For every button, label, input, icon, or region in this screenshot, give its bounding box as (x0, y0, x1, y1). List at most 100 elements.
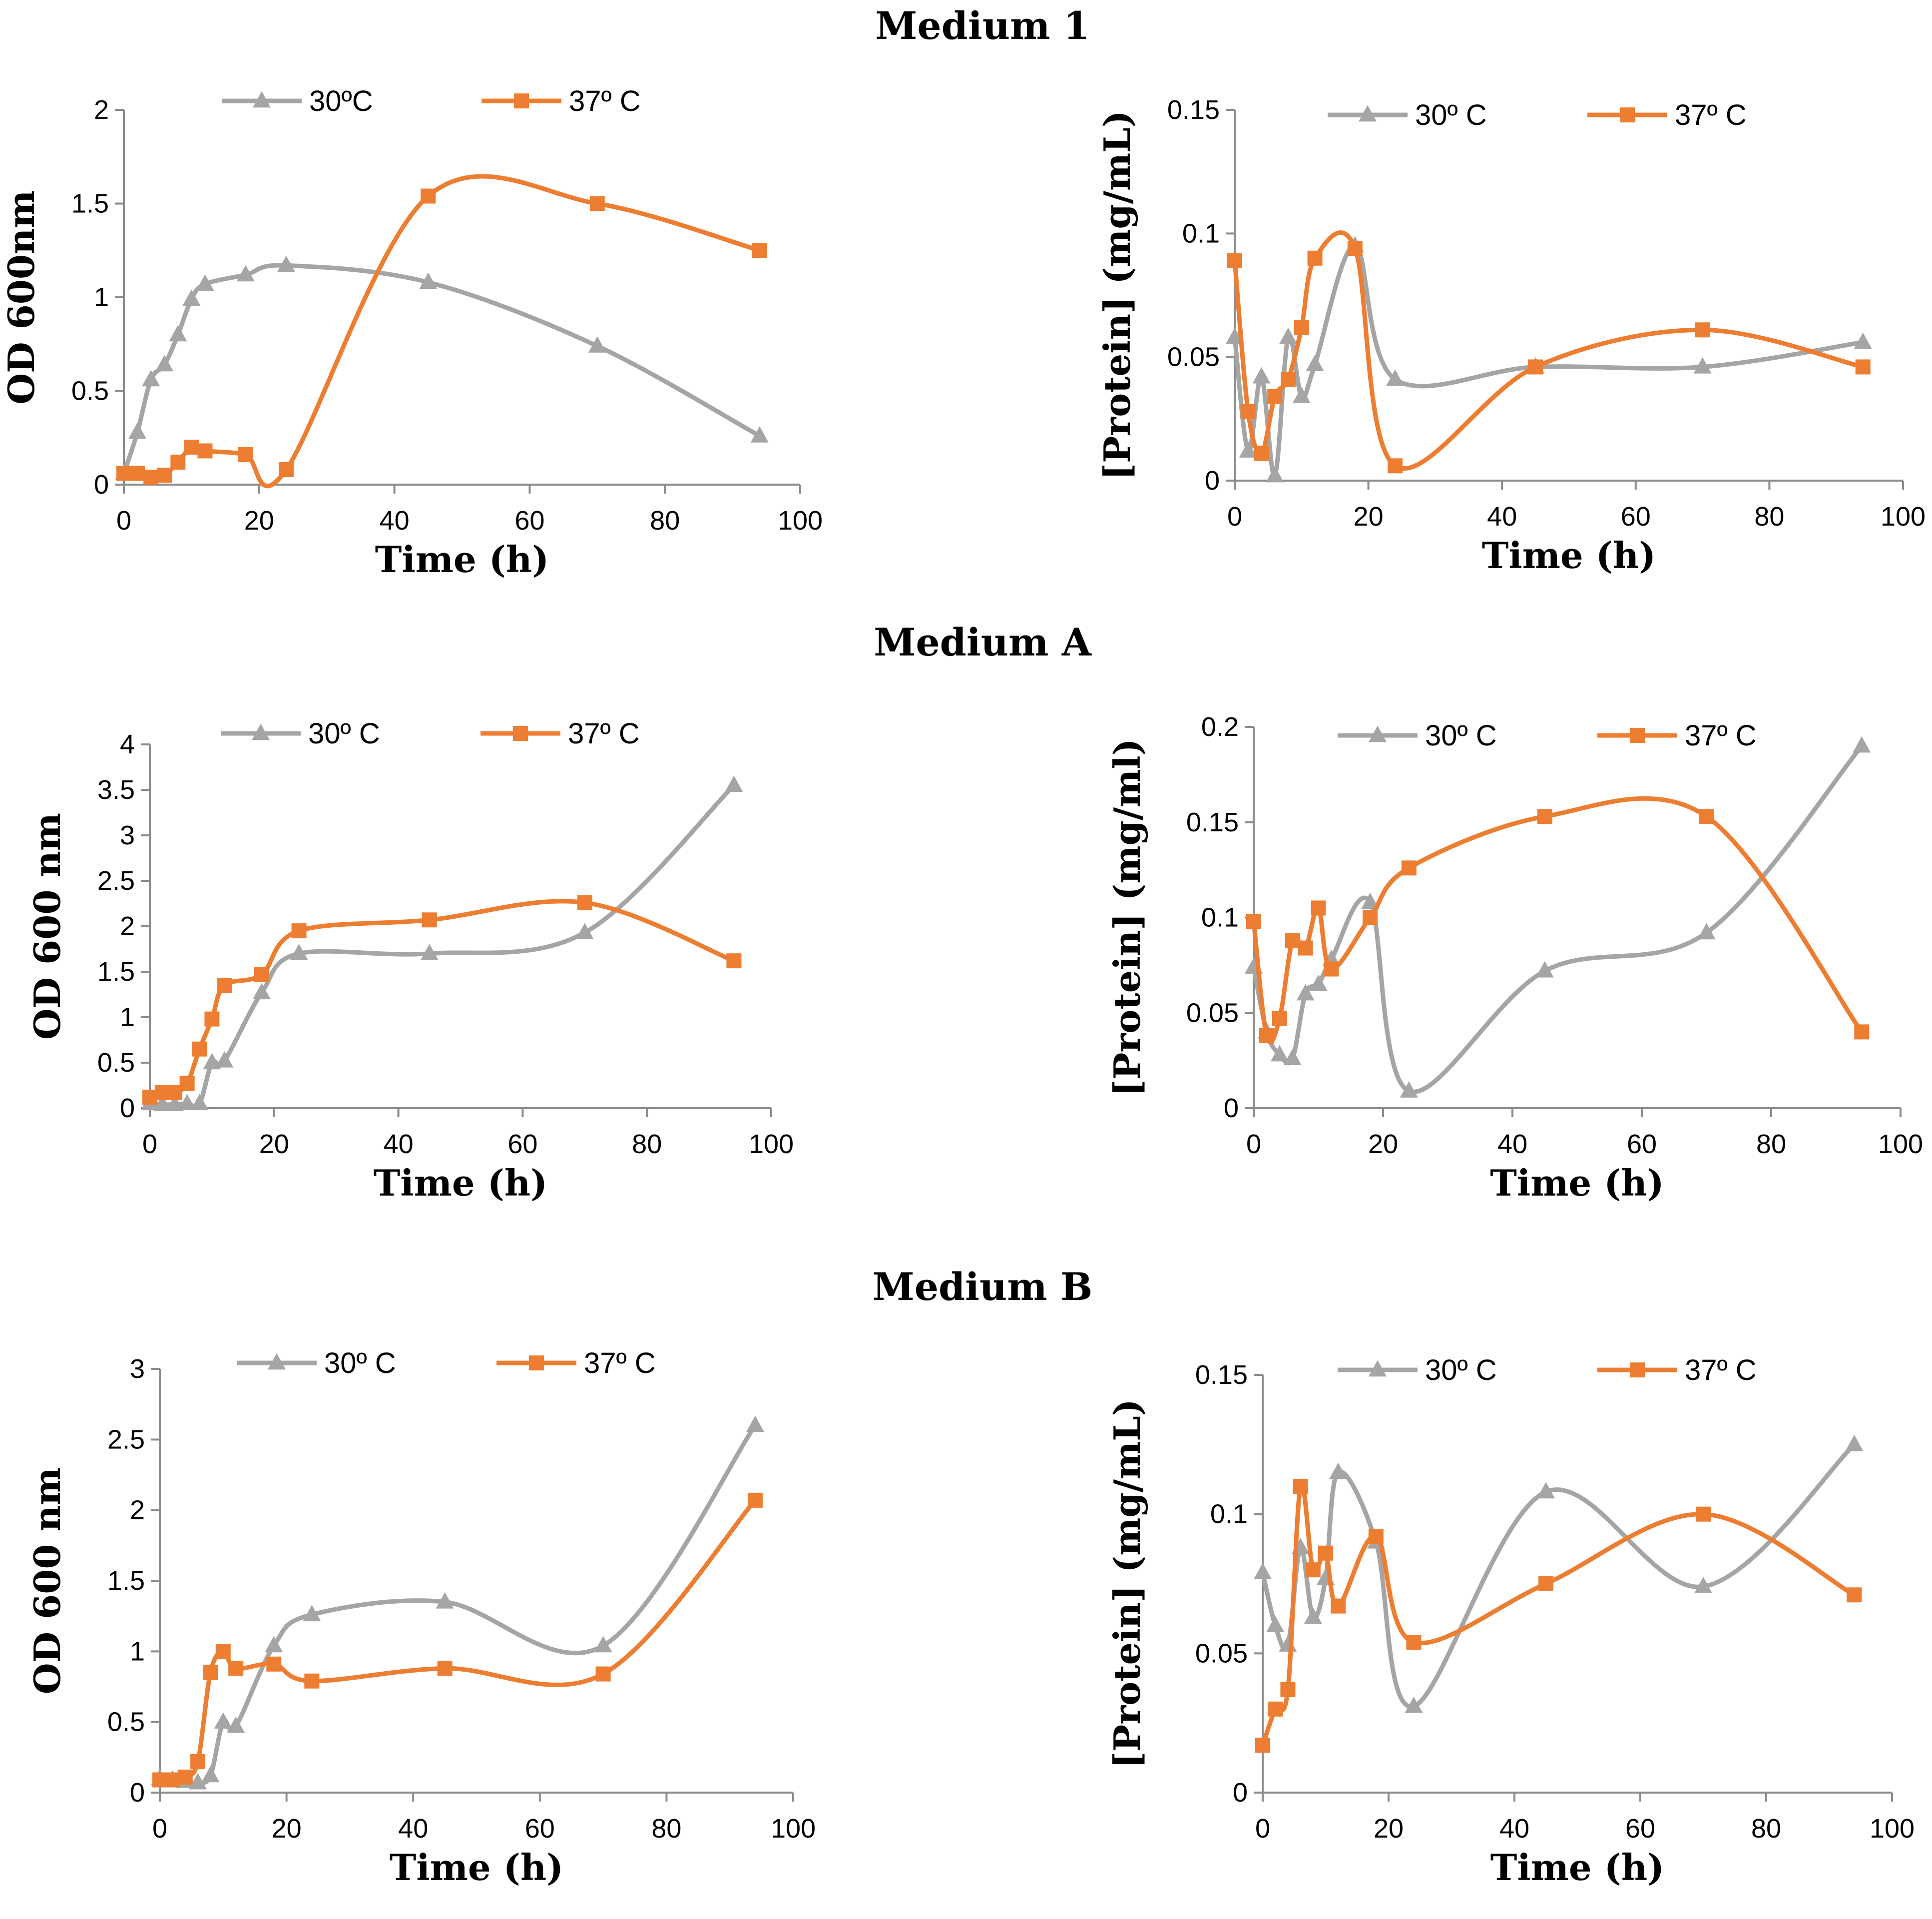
data-point (1268, 1701, 1283, 1717)
data-point (1252, 367, 1271, 384)
x-tick-label: 100 (778, 506, 823, 536)
x-tick-label: 0 (1246, 1129, 1261, 1159)
series-37c (142, 895, 742, 1105)
data-point (182, 289, 201, 306)
data-point (192, 1041, 207, 1057)
data-point (170, 455, 186, 470)
data-point (1266, 466, 1284, 483)
data-point (1280, 1682, 1296, 1697)
data-point (1695, 322, 1710, 338)
section-title-medium-b: Medium B (873, 1265, 1093, 1309)
data-point (214, 1712, 232, 1729)
legend-marker (253, 91, 271, 108)
data-point (1401, 860, 1417, 876)
data-point (1324, 961, 1339, 977)
data-point (152, 1772, 167, 1788)
data-point (1259, 1028, 1274, 1044)
data-point (128, 422, 147, 439)
data-point (265, 1636, 283, 1653)
data-point (304, 1673, 320, 1689)
data-point (1400, 1081, 1418, 1098)
data-point (196, 274, 214, 291)
data-point (1693, 357, 1712, 374)
x-axis-title: Time (h) (390, 1846, 563, 1889)
legend-marker (268, 1353, 286, 1370)
x-axis-title: Time (h) (374, 1162, 547, 1204)
data-point (266, 1656, 282, 1672)
data-point (595, 1666, 611, 1682)
data-point (1535, 961, 1554, 978)
data-point (437, 1661, 453, 1676)
x-tick-label: 100 (1870, 1814, 1915, 1844)
data-point (1699, 809, 1714, 824)
data-point (190, 1094, 209, 1111)
x-axis-title: Time (h) (1490, 1162, 1664, 1204)
data-point (1283, 1049, 1302, 1066)
data-point (1309, 974, 1328, 991)
x-tick-label: 0 (1255, 1814, 1270, 1844)
legend-label: 30º C (1415, 99, 1487, 131)
data-point (422, 912, 437, 928)
data-point (227, 1716, 245, 1733)
data-point (1855, 359, 1871, 375)
data-point (155, 355, 174, 372)
data-point (725, 775, 743, 792)
data-point (116, 466, 131, 481)
x-tick-label: 20 (1354, 502, 1384, 532)
y-tick-label: 2 (130, 1495, 145, 1525)
data-point (1853, 736, 1871, 753)
data-point (1307, 250, 1323, 266)
data-point (1227, 253, 1242, 268)
x-tick-label: 100 (771, 1814, 816, 1844)
y-tick-label: 0.05 (1186, 998, 1239, 1028)
x-tick-label: 100 (749, 1129, 794, 1159)
data-point (1266, 1616, 1285, 1632)
data-point (419, 272, 438, 289)
data-point (130, 466, 145, 481)
data-point (575, 923, 594, 939)
x-tick-label: 60 (507, 1129, 537, 1159)
x-tick-label: 40 (1497, 1129, 1527, 1159)
data-point (747, 1492, 763, 1508)
y-tick-label: 0.1 (1210, 1499, 1248, 1529)
legend-marker (1630, 1362, 1645, 1377)
y-tick-label: 1.5 (107, 1566, 145, 1596)
data-point (1239, 441, 1257, 458)
y-tick-label: 0.5 (71, 376, 109, 406)
y-tick-label: 0.5 (97, 1048, 135, 1078)
chart-6: 0 0.05 0.1 0.15 0 20 40 60 80 100 Time (h) [Protein… (1106, 1354, 1915, 1889)
data-point (169, 325, 187, 342)
y-axis-title: [Protein] (mg/ml) (1106, 738, 1148, 1097)
y-tick-label: 1 (120, 1002, 135, 1032)
data-point (752, 243, 767, 258)
legend-label: 30º C (1425, 719, 1497, 752)
data-point (726, 953, 742, 969)
data-point (236, 265, 255, 282)
data-point (1298, 940, 1313, 956)
data-point (1285, 933, 1300, 948)
y-tick-label: 3 (120, 820, 135, 850)
x-axis-title: Time (h) (375, 538, 549, 581)
data-point (1329, 1462, 1348, 1479)
data-point (1854, 1024, 1870, 1040)
x-tick-label: 60 (525, 1814, 555, 1844)
data-point (1696, 1506, 1711, 1522)
x-tick-label: 60 (1627, 1129, 1657, 1159)
y-tick-label: 0.15 (1186, 807, 1239, 837)
data-point (1281, 372, 1296, 387)
legend-marker (513, 726, 528, 741)
chart-2: 0 0.05 0.1 0.15 0 20 40 60 80 100 Time (h) [Protein… (1096, 95, 1926, 577)
data-point (420, 944, 439, 960)
x-tick-label: 20 (272, 1814, 302, 1844)
data-point (1294, 320, 1309, 335)
y-axis-title: OD 600 nm (26, 813, 68, 1040)
data-point (1254, 1563, 1272, 1579)
x-tick-label: 100 (1881, 502, 1926, 532)
x-tick-label: 60 (1621, 502, 1651, 532)
legend-marker (1369, 725, 1387, 742)
data-point (1255, 1738, 1270, 1753)
data-point (1538, 1576, 1553, 1591)
legend: 30º C 37º C (1338, 719, 1757, 752)
data-point (1694, 1577, 1712, 1593)
